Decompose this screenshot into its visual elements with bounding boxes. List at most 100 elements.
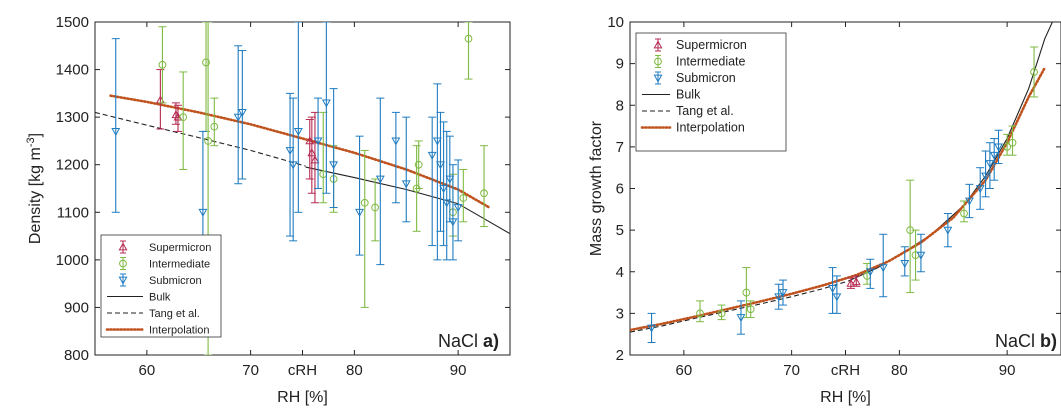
y-tick-label: 3 (616, 305, 624, 322)
marker (355, 208, 365, 217)
marker (158, 60, 167, 69)
y-axis-label: Mass growth factor (588, 120, 605, 256)
y-tick-label: 1400 (56, 62, 89, 79)
curve-tang-et-al- (630, 280, 849, 333)
legend-marker (653, 40, 663, 49)
y-tick-label: 1500 (56, 14, 89, 31)
marker (401, 180, 411, 189)
data-point (179, 71, 188, 170)
curve-tang-et-al- (95, 111, 306, 167)
x-tick-label: 70 (783, 362, 800, 379)
data-point (846, 277, 856, 289)
marker (717, 309, 726, 318)
data-point (900, 246, 910, 277)
curve-interpolation (630, 66, 1047, 332)
marker (439, 185, 449, 194)
data-point (442, 130, 452, 261)
marker (329, 161, 339, 170)
marker (111, 128, 121, 137)
data-point (1030, 46, 1039, 98)
marker (1008, 138, 1017, 147)
y-tick-label: 10 (607, 14, 624, 31)
data-point (480, 145, 489, 228)
legend-label: Tang et al. (149, 308, 200, 320)
legend-label: Intermediate (676, 55, 746, 69)
marker (736, 314, 746, 323)
data-point (305, 119, 315, 180)
data-point (371, 178, 380, 242)
marker (202, 58, 210, 67)
marker (916, 251, 926, 260)
data-point (975, 167, 985, 210)
data-point (355, 135, 365, 256)
data-point (911, 229, 920, 281)
x-tick-label: 80 (891, 362, 908, 379)
data-point (173, 104, 183, 132)
panel-annotation-text: NaCl (995, 331, 1040, 351)
y-tick-label: 1300 (56, 109, 89, 126)
legend-label: Intermediate (149, 259, 210, 271)
x-tick-label: 80 (346, 362, 363, 379)
marker (1003, 142, 1012, 151)
y-tick-label: 1000 (56, 252, 89, 269)
data-point (237, 50, 247, 180)
marker (313, 137, 323, 146)
y-tick-label: 9 (616, 56, 624, 73)
marker (307, 148, 317, 157)
marker (943, 226, 953, 235)
x-tick-label: cRH (288, 362, 317, 379)
data-point (448, 164, 458, 261)
marker (900, 260, 910, 269)
x-axis-label: RH [%] (820, 389, 871, 406)
marker (310, 155, 320, 164)
data-point (432, 83, 442, 261)
data-point (329, 88, 339, 209)
x-tick-label: 90 (999, 362, 1016, 379)
data-point (464, 22, 473, 80)
data-point (288, 97, 298, 242)
data-point (111, 38, 121, 213)
series-submicron (111, 22, 463, 266)
legend-label: Submicron (149, 275, 202, 287)
panel-annotation: NaCl a) (438, 331, 499, 351)
data-point (436, 111, 445, 232)
data-point (321, 22, 331, 194)
data-point (985, 142, 995, 189)
x-tick-label: cRH (831, 362, 860, 379)
data-point (989, 138, 999, 181)
marker (179, 113, 188, 122)
marker (480, 189, 488, 198)
legend: Supermicron Intermediate Submicron Bulk Tang… (635, 32, 787, 152)
marker (746, 305, 755, 314)
y-tick-label: 1100 (57, 204, 89, 221)
marker (696, 309, 704, 318)
y-tick-label: 800 (64, 347, 89, 364)
chart-panel-b: 2 3 4 5 6 7 8 9 10 60 70 cRH 80 90 RH [%] Mass growth f… (588, 14, 1061, 406)
x-tick-label: 60 (139, 362, 156, 379)
marker (851, 277, 861, 286)
marker (210, 122, 219, 131)
data-point (943, 212, 953, 248)
legend-marker (119, 259, 127, 268)
data-point (736, 300, 746, 335)
data-point (293, 22, 303, 213)
marker (832, 293, 842, 302)
x-axis-label: RH [%] (277, 389, 328, 406)
legend: Supermicron Intermediate Submicron Bulk Tang… (100, 234, 222, 338)
data-point (778, 279, 788, 306)
marker (964, 197, 974, 206)
marker (414, 160, 423, 169)
marker (981, 172, 991, 181)
series-submicron (647, 129, 1003, 344)
data-point (774, 283, 784, 310)
data-point (832, 275, 842, 314)
y-tick-label: 4 (616, 264, 624, 281)
marker (436, 161, 445, 170)
data-point (717, 304, 726, 321)
x-tick-label: 90 (450, 362, 467, 379)
marker (459, 194, 468, 202)
x-tick-label: 70 (242, 362, 259, 379)
data-point (427, 116, 437, 247)
marker (778, 289, 788, 298)
